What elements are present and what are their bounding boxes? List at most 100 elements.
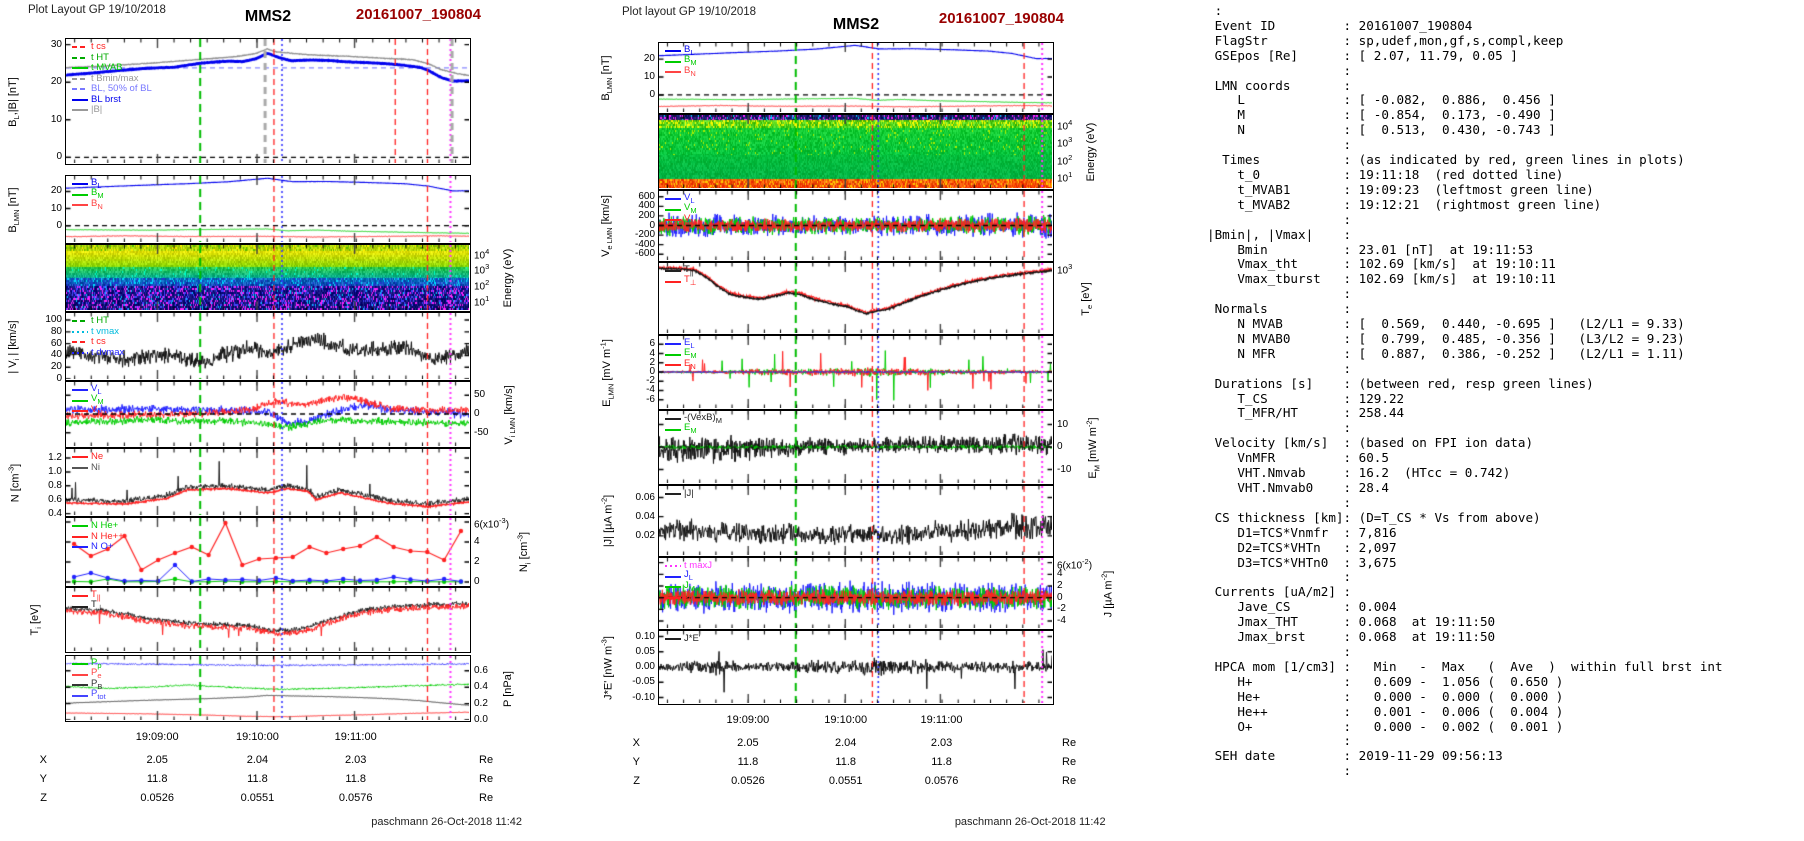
y-axis-title: N [cm-3] xyxy=(6,463,22,502)
y-tick-label: 80 xyxy=(50,325,62,337)
plot-canvas xyxy=(66,588,469,651)
legend-item: Ptot xyxy=(72,689,106,701)
panel-legend: -(VexB)M EM xyxy=(665,412,722,436)
legend-label: BL brst xyxy=(91,93,121,105)
y-tick-label: 0.05 xyxy=(635,645,655,657)
ephemeris-value: 0.0576 xyxy=(338,792,373,804)
x-tick-label: 19:10:00 xyxy=(824,714,868,726)
legend-line-sample xyxy=(665,565,681,568)
legend-item: |J| xyxy=(665,489,694,500)
legend-line-sample xyxy=(665,638,681,641)
signature: paschmann 26-Oct-2018 11:42 xyxy=(371,816,523,828)
ephemeris-unit: Re xyxy=(479,792,494,804)
ephemeris-row-label: X xyxy=(632,737,640,749)
legend-line-sample xyxy=(72,88,88,91)
legend-label: T|| xyxy=(684,263,694,277)
plot-panel-1-7: 6(x10-2) 4 2 0 -2 -4 J [µA m-2] t maxJ JL JM JN xyxy=(658,557,1114,630)
plot-panel-0-5: 1.2 1.0 0.8 0.6 0.4 N [cm-3] Ne Ni xyxy=(7,448,471,519)
legend-line-sample xyxy=(72,204,88,207)
y-tick-label-right: 104 xyxy=(1057,117,1073,133)
legend-item: T|| xyxy=(665,263,696,277)
x-tick-label: 19:09:00 xyxy=(135,731,179,743)
x-tick-label: 19:10:00 xyxy=(236,731,279,743)
plot-panel-1-1: 104 103 102 101 Energy (eV) xyxy=(658,114,1097,190)
legend-label: N He+ xyxy=(91,520,119,532)
y-tick-label-right: 6(x10-2) xyxy=(1057,556,1093,571)
legend-label: EM xyxy=(684,422,697,436)
legend-item: PB xyxy=(72,677,106,691)
legend-item: VN xyxy=(72,404,104,417)
legend-line-sample xyxy=(665,596,681,599)
y-tick-label: 0 xyxy=(56,151,62,163)
ephemeris-unit: Re xyxy=(1062,775,1077,787)
y-axis-title: J*E' [nW m-3] xyxy=(599,635,615,700)
legend-item: BN xyxy=(72,197,104,211)
y-tick-label: 0.00 xyxy=(635,661,655,672)
plot-panel-1-8: 0.10 0.05 0.00 -0.05 -0.10 J*E' [nW m-3] J*E' xyxy=(600,630,1054,705)
y-tick-label: 0 xyxy=(56,219,62,231)
y-tick-label-right: 50 xyxy=(474,389,486,401)
legend-item: BN xyxy=(665,65,697,78)
legend-label: t HT xyxy=(91,51,109,63)
legend-label: N He++ xyxy=(91,530,124,542)
info-panel: : Event ID : 20161007_190804 FlagStr : s… xyxy=(1207,3,1723,779)
y-tick-label: -200 xyxy=(634,229,655,241)
plot-panel-0-6: 6(x10-3) 4 2 0 Ni [cm-3] N He+ N He++ N O+ xyxy=(65,516,532,587)
plot-panel-0-2: 104 103 102 101 Energy (eV) xyxy=(65,244,514,312)
legend-label: BL xyxy=(684,43,695,57)
legend-label: BM xyxy=(684,54,697,68)
y-tick-label: -400 xyxy=(634,238,655,250)
legend-line-sample xyxy=(665,60,681,63)
y-tick-label-right: 2 xyxy=(474,556,480,567)
plot-panel-1-4: 6 4 2 0 -2 -4 -6 ELMN [mV m-1] EL EM EN xyxy=(599,335,1054,410)
legend-label: JL xyxy=(684,569,693,583)
legend-label: BN xyxy=(91,197,103,211)
legend-label: Pe xyxy=(91,667,102,681)
ephemeris-value: 11.8 xyxy=(146,773,168,785)
y-tick-label-right: 104 xyxy=(474,246,490,262)
y-axis-title: BLMN [nT] xyxy=(599,55,615,101)
y-tick-label-right: 6(x10-3) xyxy=(474,516,510,531)
y-axis-title: ELMN [mV m-1] xyxy=(598,338,616,407)
y-tick-label: 0.4 xyxy=(48,507,62,519)
y-axis-title: BL,|B| [nT] xyxy=(6,76,22,127)
y-tick-label-right: 2 xyxy=(1057,580,1063,591)
legend-item: JL xyxy=(665,569,712,583)
y-tick-label-right: 103 xyxy=(1057,261,1073,277)
y-tick-label-right: -4 xyxy=(1057,615,1066,626)
plot-canvas xyxy=(66,518,469,585)
legend-label: PB xyxy=(91,677,103,691)
ephemeris-value: 11.8 xyxy=(737,756,759,768)
ephemeris-value: 2.03 xyxy=(930,737,953,749)
y-tick-label: 6 xyxy=(649,338,655,350)
y-tick-label: 0 xyxy=(649,219,655,231)
ephemeris-unit: Re xyxy=(479,773,494,785)
ephemeris-value: 2.05 xyxy=(737,737,759,749)
plot-canvas xyxy=(659,191,1052,260)
legend-line-sample xyxy=(665,575,681,578)
legend-label: T⊥ xyxy=(91,599,104,613)
plot-panel-0-0: 30 20 10 0 BL,|B| [nT] t cs t HT t MVAB t Bmin/m… xyxy=(7,38,471,165)
legend-label: |B| xyxy=(91,104,103,116)
legend-item: N O+ xyxy=(72,542,124,553)
legend-item: Ne xyxy=(72,452,103,463)
legend-item: EM xyxy=(665,422,722,436)
legend-label: JN xyxy=(684,590,695,604)
panel-legend: EL EM EN xyxy=(665,336,697,371)
y-tick-label: 2 xyxy=(649,356,655,368)
plot-canvas xyxy=(66,245,469,310)
legend-line-sample xyxy=(665,493,681,496)
panel-legend: Ne Ni xyxy=(72,452,103,473)
legend-label: EL xyxy=(684,336,695,350)
y-axis-title-right: Te [eV] xyxy=(1079,281,1095,316)
ephemeris-value: 2.04 xyxy=(834,737,857,749)
legend-item: J*E' xyxy=(665,634,701,645)
legend-item: BL xyxy=(665,43,697,57)
legend-item: BM xyxy=(665,54,697,68)
x-tick-label: 19:09:00 xyxy=(726,714,770,726)
signature: paschmann 26-Oct-2018 11:42 xyxy=(954,816,1106,828)
legend-line-sample xyxy=(72,525,88,528)
plot-layout-label: Plot Layout GP 19/10/2018 xyxy=(28,4,166,16)
plot-layout-label: Plot layout GP 19/10/2018 xyxy=(622,6,757,18)
ephemeris-row-label: Z xyxy=(40,792,47,804)
